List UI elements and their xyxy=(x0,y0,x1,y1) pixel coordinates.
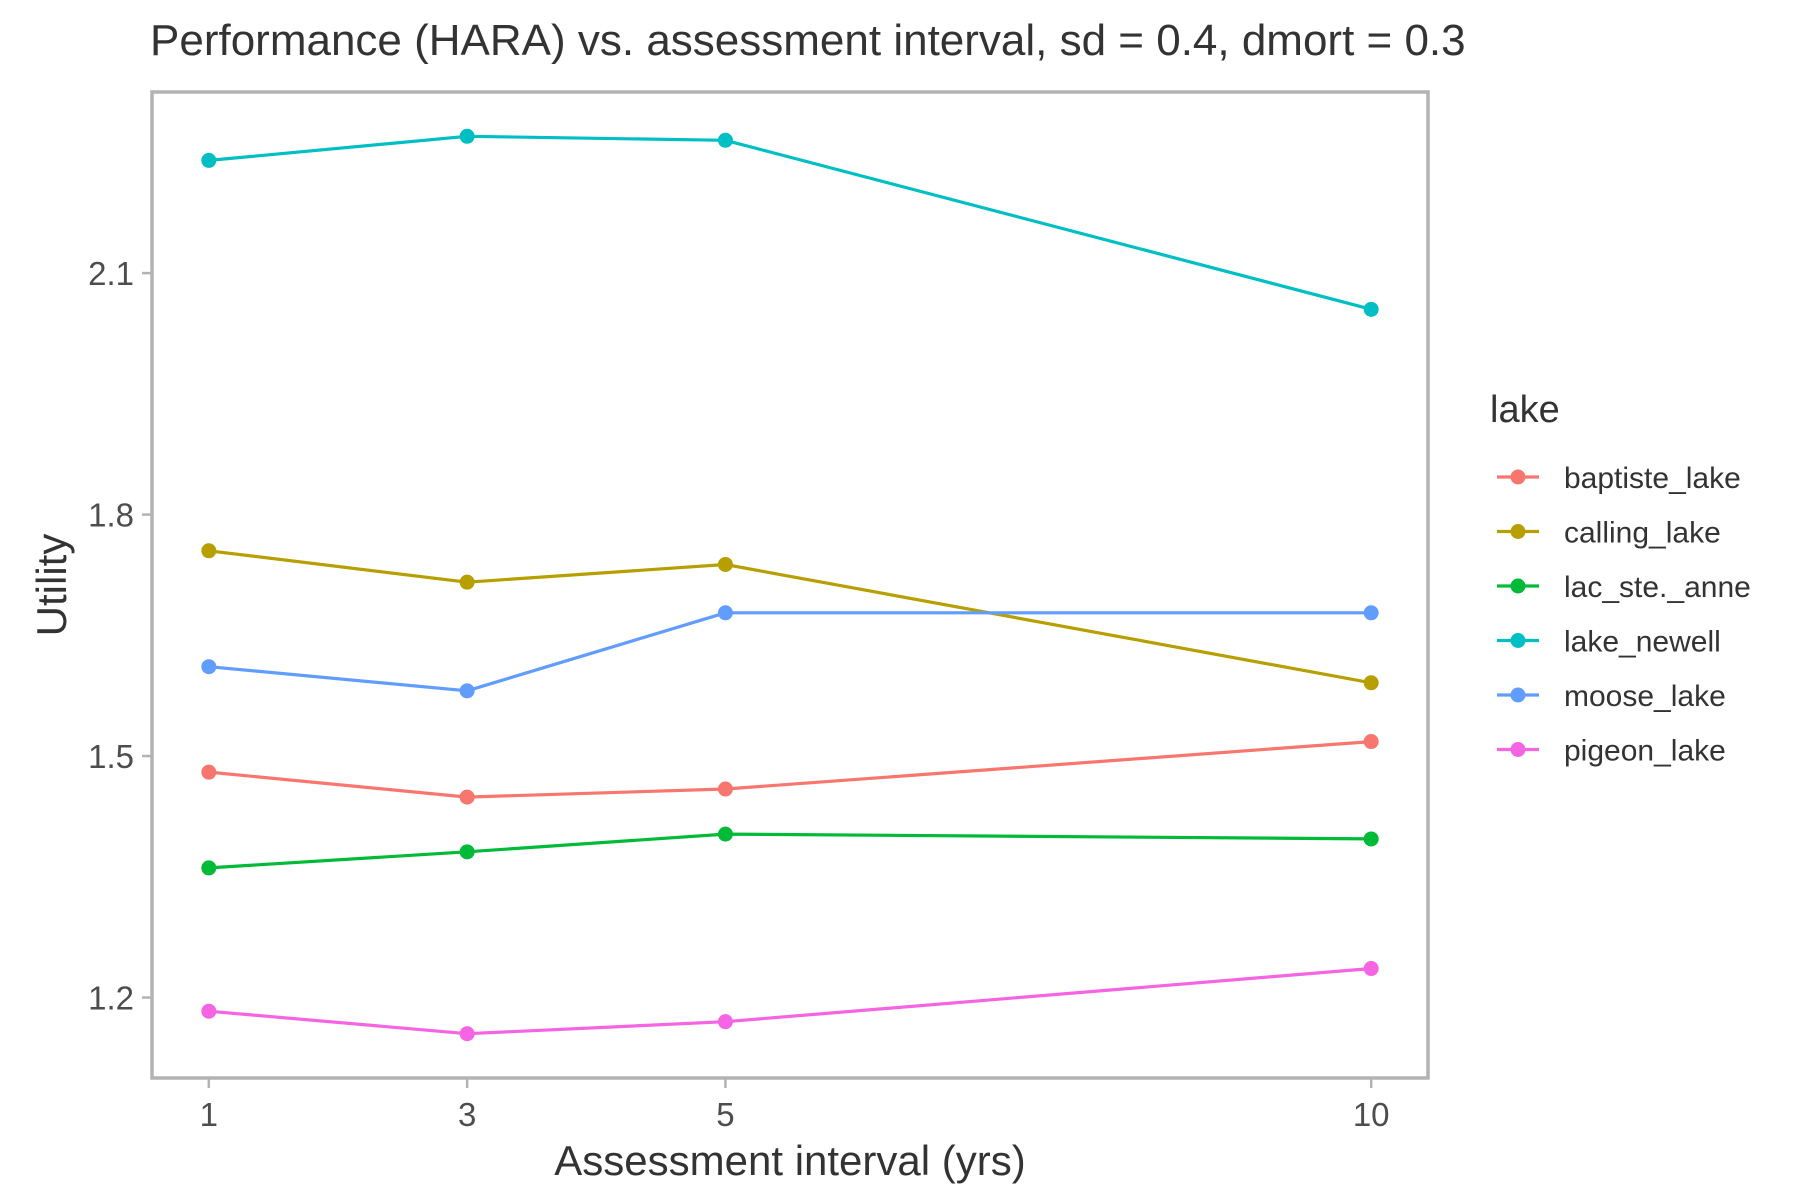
series-moose_lake xyxy=(201,605,1379,699)
series-line-moose_lake xyxy=(208,611,1372,693)
data-point-calling_lake xyxy=(717,556,733,572)
panel-border xyxy=(150,90,1430,1080)
x-tick-label: 1 xyxy=(200,1096,218,1133)
data-point-pigeon_lake xyxy=(459,1026,475,1042)
data-point-moose_lake xyxy=(717,605,733,621)
data-point-lake_newell xyxy=(201,152,217,168)
series-lake_newell xyxy=(201,128,1379,317)
y-tick-label: 1.2 xyxy=(88,980,134,1017)
data-point-moose_lake xyxy=(459,683,475,699)
series-pigeon_lake xyxy=(201,961,1379,1042)
x-axis: 1 3 5 10 xyxy=(200,1078,1390,1133)
series-calling_lake xyxy=(201,543,1379,691)
plot-panel xyxy=(150,90,1430,1080)
y-tick-label: 1.8 xyxy=(88,497,134,534)
series-line-lake_newell xyxy=(208,134,1372,311)
legend-label: moose_lake xyxy=(1564,680,1726,713)
data-point-calling_lake xyxy=(1363,675,1379,691)
data-point-baptiste_lake xyxy=(717,781,733,797)
series-group xyxy=(201,128,1379,1042)
series-lac_ste._anne xyxy=(201,826,1379,876)
legend-key-point xyxy=(1510,687,1526,703)
data-point-pigeon_lake xyxy=(717,1014,733,1030)
legend-label: pigeon_lake xyxy=(1564,735,1726,768)
data-point-lac_ste._anne xyxy=(459,844,475,860)
legend-item-baptiste_lake: baptiste_lake xyxy=(1497,462,1741,495)
series-line-lac_ste._anne xyxy=(208,832,1372,870)
x-tick-label: 3 xyxy=(458,1096,476,1133)
legend-key-point xyxy=(1510,469,1526,485)
data-point-calling_lake xyxy=(459,574,475,590)
x-axis-title: Assessment interval (yrs) xyxy=(554,1137,1025,1184)
legend: lake baptiste_lake calling_lake lac_ste._a… xyxy=(1490,389,1751,768)
data-point-moose_lake xyxy=(1363,605,1379,621)
legend-label: lake_newell xyxy=(1564,626,1721,659)
legend-key-point xyxy=(1510,578,1526,594)
legend-label: calling_lake xyxy=(1564,517,1721,550)
data-point-lake_newell xyxy=(459,128,475,144)
data-point-calling_lake xyxy=(201,543,217,559)
series-baptiste_lake xyxy=(201,734,1379,805)
data-point-pigeon_lake xyxy=(1363,961,1379,977)
data-point-baptiste_lake xyxy=(201,764,217,780)
data-point-pigeon_lake xyxy=(201,1003,217,1019)
legend-item-lac_ste._anne: lac_ste._anne xyxy=(1497,571,1751,604)
data-point-moose_lake xyxy=(201,659,217,675)
legend-key-point xyxy=(1510,742,1526,757)
x-tick-label: 5 xyxy=(716,1096,734,1133)
series-line-baptiste_lake xyxy=(208,740,1372,799)
legend-key-point xyxy=(1510,524,1526,539)
legend-title: lake xyxy=(1490,389,1560,431)
legend-key-point xyxy=(1510,633,1526,648)
chart-title: Performance (HARA) vs. assessment interv… xyxy=(150,16,1466,65)
data-point-lake_newell xyxy=(1363,301,1379,317)
series-line-pigeon_lake xyxy=(208,966,1372,1036)
legend-item-pigeon_lake: pigeon_lake xyxy=(1497,735,1726,768)
data-point-lake_newell xyxy=(717,132,733,148)
data-point-baptiste_lake xyxy=(459,789,475,805)
legend-item-lake_newell: lake_newell xyxy=(1497,626,1721,659)
data-point-lac_ste._anne xyxy=(1363,831,1379,847)
legend-label: lac_ste._anne xyxy=(1564,571,1751,604)
y-axis-title: Utility xyxy=(28,534,75,637)
legend-item-moose_lake: moose_lake xyxy=(1497,680,1726,713)
legend-item-calling_lake: calling_lake xyxy=(1497,517,1721,550)
y-axis: 1.2 1.5 1.8 2.1 xyxy=(88,255,152,1017)
data-point-baptiste_lake xyxy=(1363,734,1379,750)
y-tick-label: 2.1 xyxy=(88,255,134,292)
series-line-calling_lake xyxy=(208,549,1372,685)
data-point-lac_ste._anne xyxy=(201,860,217,876)
legend-label: baptiste_lake xyxy=(1564,462,1741,495)
y-tick-label: 1.5 xyxy=(88,738,134,775)
data-point-lac_ste._anne xyxy=(717,826,733,842)
x-tick-label: 10 xyxy=(1353,1096,1390,1133)
